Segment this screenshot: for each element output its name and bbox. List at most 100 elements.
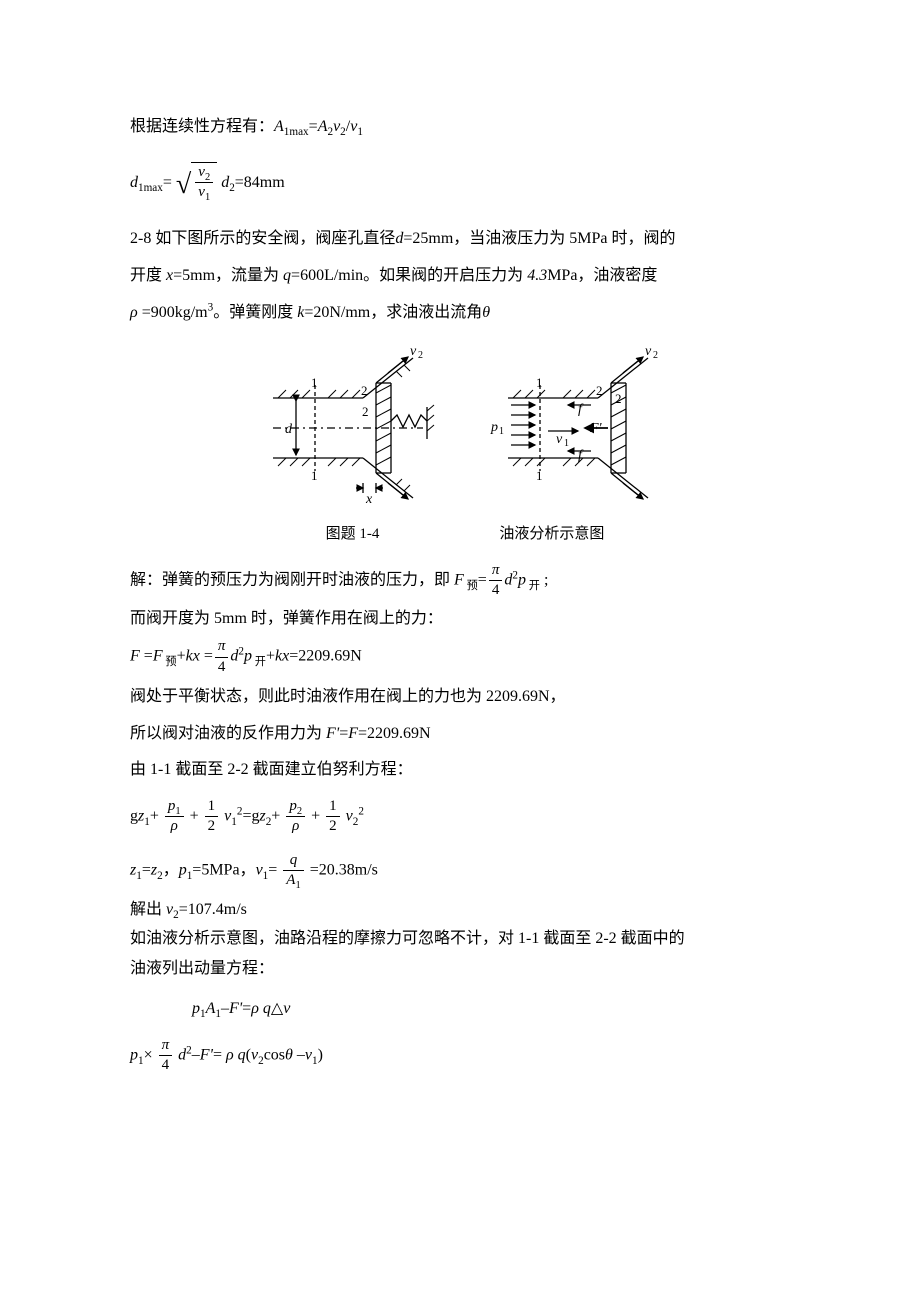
eq: = <box>213 1046 226 1063</box>
sub: 1max <box>138 182 163 194</box>
num: 1 <box>326 797 340 818</box>
den: 2 <box>205 817 219 837</box>
txt: 解：弹簧的预压力为阀刚开时油液的压力，即 <box>130 571 454 588</box>
op: + <box>271 808 280 825</box>
op: – <box>293 1046 305 1063</box>
txt: 2-8 如下图所示的安全阀，阀座孔直径 <box>130 230 395 247</box>
denominator: v1 <box>195 183 213 203</box>
eq: = <box>268 862 277 879</box>
op: + <box>266 648 275 665</box>
figure-fluid-analysis: 1 1 2 2 p1 f f F' v1 v2 <box>483 343 683 513</box>
var: d <box>221 174 229 191</box>
num: π <box>489 561 503 582</box>
txt: 解出 <box>130 901 166 918</box>
op: + <box>311 808 320 825</box>
num: π <box>215 637 229 658</box>
svg-text:2: 2 <box>596 383 603 398</box>
txt: 所以阀对油液的反作用力为 <box>130 725 326 742</box>
svg-text:1: 1 <box>536 468 543 483</box>
den: 4 <box>159 1056 173 1076</box>
fraction: π4 <box>489 561 503 601</box>
var: p <box>130 1046 138 1063</box>
den: 4 <box>215 658 229 678</box>
fraction: π4 <box>159 1036 173 1076</box>
var: F <box>153 648 163 665</box>
fraction: 12 <box>205 797 219 837</box>
numerator: v2 <box>195 163 213 184</box>
solution-line-2: 而阀开度为 5mm 时，弹簧作用在阀上的力： <box>130 604 800 634</box>
momentum-eq-1: p1A1–F'=ρ q△v <box>130 992 800 1026</box>
num: π <box>159 1036 173 1057</box>
num: p2 <box>286 797 305 818</box>
var: v <box>346 808 353 825</box>
momentum-eq-2: p1× π4 d2–F'= ρ q(v2cosθ –v1) <box>130 1036 800 1076</box>
var: kx <box>186 648 200 665</box>
eq: = <box>339 725 348 742</box>
var: d <box>130 174 138 191</box>
var: θ <box>285 1046 293 1063</box>
svg-text:1: 1 <box>311 375 318 390</box>
eq: = <box>478 571 487 588</box>
fraction: qA1 <box>283 851 303 891</box>
v2-result-line: 解出 v2=107.4m/s <box>130 897 800 923</box>
fraction: p2ρ <box>286 797 305 837</box>
op: – <box>221 1000 229 1017</box>
result: =2209.69N <box>358 725 431 742</box>
bernoulli-equation: gz1+ p1ρ + 12 v12=gz2+ p2ρ + 12 v22 <box>130 797 800 837</box>
var: ρ <box>251 1000 259 1017</box>
txt: 开度 <box>130 267 166 284</box>
fraction: 12 <box>326 797 340 837</box>
txt: 4.3 <box>527 267 547 284</box>
var: q <box>234 1046 246 1063</box>
var: F <box>348 725 358 742</box>
txt: =900kg/m <box>138 304 208 321</box>
solution-line-4: 阀处于平衡状态，则此时油液作用在阀上的力也为 2209.69N， <box>130 680 800 714</box>
var: v <box>256 862 263 879</box>
var: v <box>305 1046 312 1063</box>
svg-text:f: f <box>578 448 584 463</box>
svg-text:v: v <box>410 344 417 359</box>
problem-28-text: 2-8 如下图所示的安全阀，阀座孔直径d=25mm，当油液压力为 5MPa 时，… <box>130 222 800 256</box>
figure-container: 1 1 2 2 d x v2 <box>130 343 800 513</box>
svg-text:2: 2 <box>362 404 369 419</box>
solution-line-5: 所以阀对油液的反作用力为 F'=F=2209.69N <box>130 717 800 751</box>
var: p <box>192 1000 200 1017</box>
op: – <box>192 1046 200 1063</box>
var: F <box>130 648 140 665</box>
num: q <box>283 851 303 872</box>
fraction: v2 v1 <box>195 163 213 203</box>
sub: 2 <box>353 816 359 828</box>
sub: 1 <box>357 126 363 138</box>
result: =107.4m/s <box>179 901 247 918</box>
func: cos <box>264 1046 285 1063</box>
var: g <box>130 808 138 825</box>
problem-28-text-3: ρ =900kg/m3。弹簧刚度 k=20N/mm，求油液出流角θ <box>130 296 800 330</box>
continuity-equation-text: 根据连续性方程有：A1max=A2v2/v1 <box>130 110 800 144</box>
var: F' <box>200 1046 213 1063</box>
op: + <box>190 808 199 825</box>
sub: 1 <box>231 816 237 828</box>
sub: 预 <box>163 656 177 668</box>
fraction: p1ρ <box>165 797 184 837</box>
sup: 2 <box>358 805 364 817</box>
var: q <box>259 1000 271 1017</box>
var: A <box>274 118 284 135</box>
problem-28-text-2: 开度 x=5mm，流量为 q=600L/min。如果阀的开启压力为 4.3MPa… <box>130 259 800 293</box>
eq: = <box>163 174 172 191</box>
svg-text:x: x <box>365 492 373 507</box>
svg-text:p: p <box>490 420 498 435</box>
momentum-text-2: 油液列出动量方程： <box>130 956 800 982</box>
txt: ; <box>540 571 548 588</box>
svg-text:F': F' <box>589 421 603 436</box>
var: v <box>198 184 205 200</box>
sub: 开 <box>526 580 540 592</box>
momentum-text-1: 如油液分析示意图，油路沿程的摩擦力可忽略不计，对 1-1 截面至 2-2 截面中… <box>130 926 800 952</box>
svg-text:v: v <box>556 432 563 447</box>
den: ρ <box>286 817 305 837</box>
var: F <box>454 571 464 588</box>
svg-text:2: 2 <box>361 383 368 398</box>
var: ρ <box>130 304 138 321</box>
figure-captions: 图题 1-4 油液分析示意图 <box>130 519 800 551</box>
sqrt-expression: √ v2 v1 <box>176 150 217 209</box>
svg-text:1: 1 <box>536 375 543 390</box>
